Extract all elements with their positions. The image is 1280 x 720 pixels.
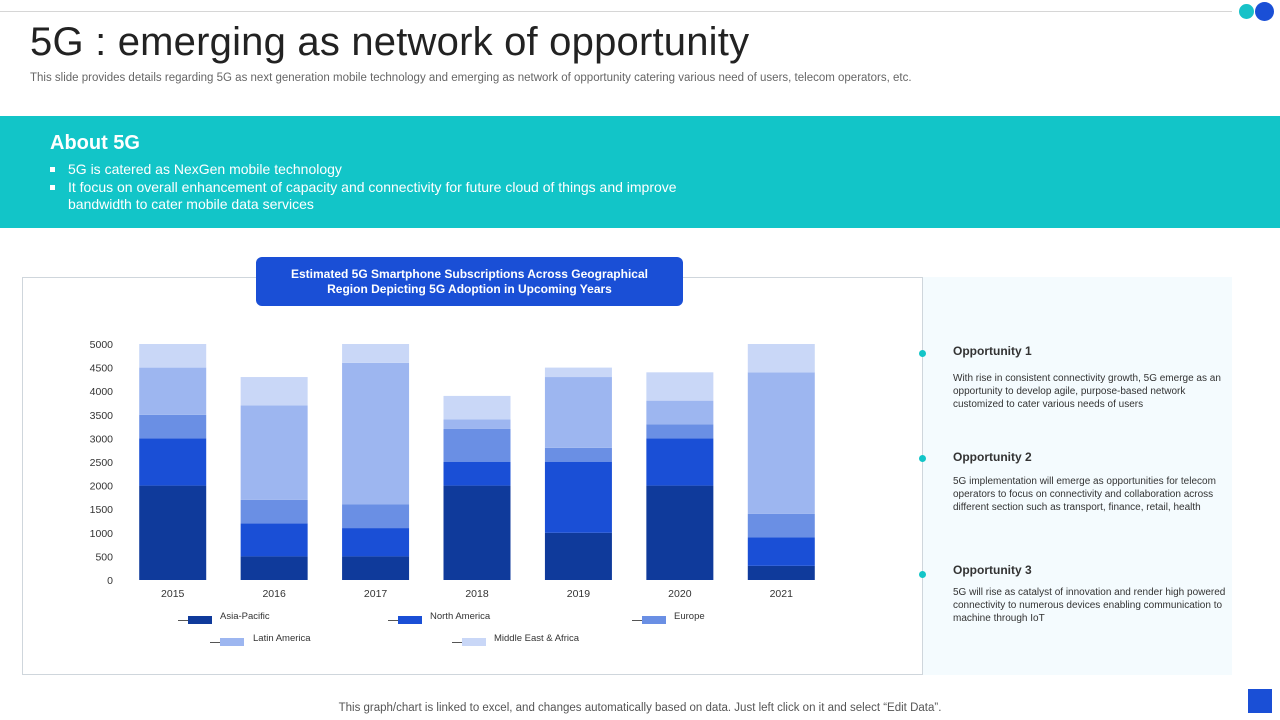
legend-label-north-america: North America: [430, 611, 491, 622]
decor-dot-teal: [1239, 4, 1254, 19]
y-tick-label: 1500: [90, 504, 114, 516]
legend-leader-line: [388, 620, 398, 621]
bar-segment-latin-america-2016: [240, 405, 308, 500]
x-tick-label: 2019: [567, 588, 591, 600]
bar-segment-latin-america-2015: [139, 367, 207, 415]
y-tick-label: 4000: [90, 386, 114, 398]
bar-segment-north-america-2021: [747, 537, 815, 566]
x-tick-label: 2021: [770, 588, 794, 600]
legend-leader-line: [210, 642, 220, 643]
bar-segment-middle-east-africa-2018: [443, 395, 511, 420]
y-tick-label: 500: [95, 551, 113, 563]
bar-segment-latin-america-2021: [747, 372, 815, 514]
y-tick-label: 5000: [90, 339, 114, 351]
bar-segment-europe-2020: [646, 424, 714, 439]
legend-leader-line: [452, 642, 462, 643]
about-5g-band: About 5G 5G is catered as NexGen mobile …: [0, 116, 1280, 228]
x-tick-label: 2020: [668, 588, 692, 600]
bar-segment-north-america-2017: [342, 528, 410, 557]
page-title: 5G : emerging as network of opportunity: [30, 20, 750, 64]
opportunity-1-text: With rise in consistent connectivity gro…: [953, 373, 1221, 410]
legend-swatch-middle-east-africa: [462, 638, 486, 646]
opportunity-3-text: 5G will rise as catalyst of innovation a…: [953, 587, 1226, 624]
bar-segment-latin-america-2020: [646, 400, 714, 425]
bar-segment-asia-pacific-2018: [443, 485, 511, 580]
bar-segment-north-america-2016: [240, 523, 308, 557]
legend-label-asia-pacific: Asia-Pacific: [220, 611, 270, 622]
bar-segment-europe-2015: [139, 414, 207, 439]
bar-segment-europe-2018: [443, 428, 511, 462]
top-divider: [0, 11, 1232, 12]
y-tick-label: 1000: [90, 528, 114, 540]
legend-swatch-latin-america: [220, 638, 244, 646]
opportunity-1-title: Opportunity 1: [953, 344, 1032, 358]
legend-swatch-asia-pacific: [188, 616, 212, 624]
about-heading: About 5G: [50, 132, 140, 154]
footer-note: This graph/chart is linked to excel, and…: [338, 702, 942, 714]
legend-leader-line: [632, 620, 642, 621]
decor-dot-blue: [1255, 2, 1274, 21]
y-tick-label: 4500: [90, 363, 114, 375]
opportunity-3-marker: [919, 571, 926, 578]
bar-segment-asia-pacific-2019: [544, 532, 612, 580]
bar-segment-asia-pacific-2021: [747, 565, 815, 580]
y-tick-label: 2000: [90, 481, 114, 493]
opportunity-2-title: Opportunity 2: [953, 450, 1032, 464]
legend-label-europe: Europe: [674, 611, 705, 622]
bar-segment-north-america-2018: [443, 462, 511, 486]
about-bullet-1: 5G is catered as NexGen mobile technolog…: [50, 161, 690, 179]
x-tick-label: 2017: [364, 588, 388, 600]
bar-segment-north-america-2015: [139, 438, 207, 486]
page-subtitle: This slide provides details regarding 5G…: [30, 72, 912, 84]
legend-swatch-europe: [642, 616, 666, 624]
bar-segment-asia-pacific-2016: [240, 556, 308, 580]
bar-segment-asia-pacific-2020: [646, 485, 714, 580]
bar-segment-middle-east-africa-2019: [544, 367, 612, 378]
opportunities-panel: [923, 277, 1232, 675]
bar-segment-asia-pacific-2015: [139, 485, 207, 580]
opportunity-2-marker: [919, 455, 926, 462]
bar-segment-europe-2017: [342, 504, 410, 529]
bar-segment-latin-america-2017: [342, 362, 410, 505]
bar-segment-latin-america-2018: [443, 419, 511, 429]
bar-segment-europe-2019: [544, 447, 612, 462]
y-tick-label: 3000: [90, 433, 114, 445]
legend-label-latin-america: Latin America: [253, 633, 311, 644]
bar-segment-middle-east-africa-2016: [240, 377, 308, 406]
bar-segment-middle-east-africa-2015: [139, 344, 207, 368]
x-tick-label: 2016: [262, 588, 286, 600]
legend-label-middle-east-africa: Middle East & Africa: [494, 633, 580, 644]
bar-segment-middle-east-africa-2020: [646, 372, 714, 401]
bar-segment-asia-pacific-2017: [342, 556, 410, 580]
opportunity-1-marker: [919, 350, 926, 357]
y-tick-label: 2500: [90, 457, 114, 469]
corner-accent: [1248, 689, 1272, 713]
y-tick-label: 0: [107, 575, 113, 587]
legend-leader-line: [178, 620, 188, 621]
bar-segment-europe-2016: [240, 499, 308, 524]
stacked-bar-chart: 0 500 1000 1500 2000 2500 3000 3500 4000 4500 5000…: [90, 339, 815, 600]
chart-title: Estimated 5G Smartphone Subscriptions Ac…: [256, 257, 683, 306]
x-tick-label: 2018: [465, 588, 489, 600]
opportunity-3-title: Opportunity 3: [953, 563, 1032, 577]
y-tick-label: 3500: [90, 410, 114, 422]
legend-swatch-north-america: [398, 616, 422, 624]
about-bullet-2: It focus on overall enhancement of capac…: [50, 179, 690, 214]
about-bullet-list: 5G is catered as NexGen mobile technolog…: [50, 161, 690, 214]
x-tick-label: 2015: [161, 588, 185, 600]
bar-segment-middle-east-africa-2017: [342, 344, 410, 363]
bar-segment-latin-america-2019: [544, 377, 612, 448]
opportunity-2-text: 5G implementation will emerge as opportu…: [953, 476, 1216, 513]
bar-segment-europe-2021: [747, 513, 815, 538]
bar-segment-middle-east-africa-2021: [747, 344, 815, 373]
bar-segment-north-america-2019: [544, 462, 612, 533]
bar-segment-north-america-2020: [646, 438, 714, 486]
